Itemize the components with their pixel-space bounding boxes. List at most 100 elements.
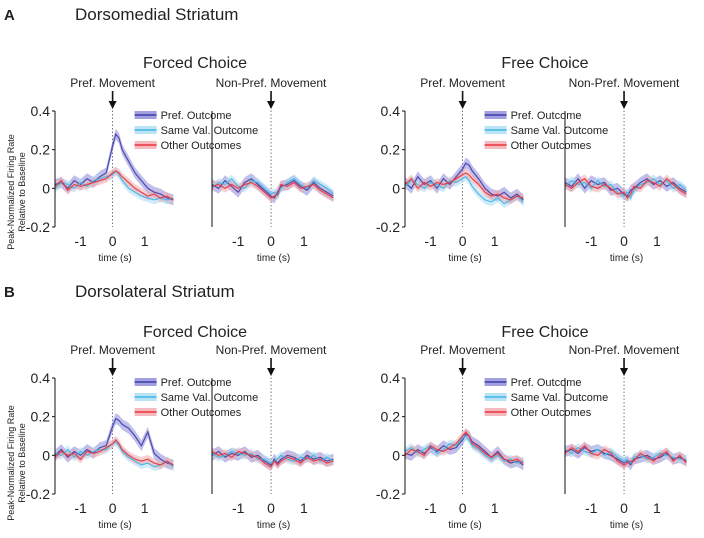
arrow-head-icon: [267, 101, 276, 109]
y-tick-label: 0: [392, 447, 400, 463]
x-axis-label: time (s): [257, 253, 290, 264]
series-line-same: [404, 435, 524, 464]
x-tick-label: -1: [424, 233, 437, 249]
arrow-head-icon: [108, 101, 117, 109]
group-title-b-free: Free Choice: [501, 324, 588, 341]
legend-label-pref: Pref. Outcome: [161, 377, 232, 389]
legend-label-same: Same Val. Outcome: [511, 392, 609, 404]
x-tick-label: 1: [491, 500, 499, 516]
x-axis-label: time (s): [448, 520, 481, 531]
series-line-pref: [211, 450, 334, 466]
panel-2: -1 0 1 time (s) Non-Pref. Movement: [211, 76, 334, 264]
legend-label-other: Other Outcomes: [161, 407, 242, 419]
series-line-other: [54, 170, 174, 201]
band-pref: [212, 173, 334, 204]
x-tick-label: -1: [232, 500, 245, 516]
y-tick-label: 0.4: [381, 370, 401, 386]
y-tick-label: 0: [392, 180, 400, 196]
y-tick-label: 0.4: [381, 103, 401, 119]
x-tick-label: 1: [300, 233, 308, 249]
band-other: [55, 166, 174, 205]
x-tick-label: 0: [109, 500, 117, 516]
arrow-head-icon: [458, 101, 467, 109]
panels-layer: 0.4 0.2 0 -0.2 -1 0 1 time (s) Pref. Movement Pre…: [26, 76, 687, 531]
y-axis-label-line1-b: Peak-Normalized Firing Rate: [6, 405, 16, 521]
group-title-a-forced: Forced Choice: [143, 55, 247, 72]
legend-label-pref: Pref. Outcome: [161, 110, 232, 122]
x-axis-label: time (s): [98, 520, 131, 531]
series-line-other: [404, 431, 524, 464]
series-line-other: [211, 181, 334, 199]
section-title-dorsomedial: Dorsomedial Striatum: [75, 5, 238, 24]
x-tick-label: 1: [300, 500, 308, 516]
band-other: [565, 441, 687, 470]
series-line-other: [404, 172, 524, 201]
movement-label: Pref. Movement: [70, 343, 155, 357]
legend-label-other: Other Outcomes: [161, 140, 242, 152]
series-line-pref: [54, 132, 174, 201]
x-tick-label: -1: [585, 500, 598, 516]
movement-label: Non-Pref. Movement: [569, 76, 680, 90]
series-line-other: [564, 177, 687, 200]
group-title-b-forced: Forced Choice: [143, 324, 247, 341]
y-tick-label: 0.2: [381, 142, 401, 158]
section-letter-b: B: [4, 284, 15, 301]
series-line-pref: [564, 177, 687, 197]
legend-label-pref: Pref. Outcome: [511, 110, 582, 122]
series-line-other: [54, 438, 174, 466]
panel-8: -1 0 1 time (s) Non-Pref. Movement: [564, 343, 687, 531]
y-tick-label: 0: [42, 447, 50, 463]
legend-label-pref: Pref. Outcome: [511, 377, 582, 389]
x-tick-label: 1: [653, 233, 661, 249]
x-axis-label: time (s): [448, 253, 481, 264]
x-axis-label: time (s): [257, 520, 290, 531]
movement-label: Pref. Movement: [420, 343, 505, 357]
x-tick-label: -1: [585, 233, 598, 249]
panel-3: 0.4 0.2 0 -0.2 -1 0 1 time (s) Pref. Movement Pre…: [376, 76, 608, 264]
legend-label-same: Same Val. Outcome: [161, 392, 259, 404]
y-tick-label: 0.4: [31, 103, 51, 119]
y-tick-label: -0.2: [26, 486, 50, 502]
y-axis-label-line2-a: Relative to Baseline: [17, 152, 27, 232]
x-tick-label: 0: [267, 500, 275, 516]
x-tick-label: 0: [620, 500, 628, 516]
y-tick-label: 0.2: [31, 409, 51, 425]
y-tick-label: -0.2: [26, 219, 50, 235]
panel-1: 0.4 0.2 0 -0.2 -1 0 1 time (s) Pref. Movement Pre…: [26, 76, 258, 264]
y-tick-label: 0: [42, 180, 50, 196]
y-axis-label-line2-b: Relative to Baseline: [17, 423, 27, 503]
x-tick-label: -1: [74, 500, 87, 516]
arrow-head-icon: [458, 368, 467, 376]
series-line-same: [564, 446, 687, 465]
y-tick-label: -0.2: [376, 486, 400, 502]
x-tick-label: -1: [424, 500, 437, 516]
x-axis-label: time (s): [610, 253, 643, 264]
movement-label: Non-Pref. Movement: [216, 76, 327, 90]
panel-4: -1 0 1 time (s) Non-Pref. Movement: [564, 76, 687, 264]
x-tick-label: 0: [620, 233, 628, 249]
movement-label: Non-Pref. Movement: [216, 343, 327, 357]
x-tick-label: 1: [141, 233, 149, 249]
x-tick-label: 0: [267, 233, 275, 249]
y-tick-label: 0.2: [381, 409, 401, 425]
legend-label-other: Other Outcomes: [511, 140, 592, 152]
series-line-other: [211, 450, 334, 468]
band-same: [565, 443, 687, 468]
legend-label-same: Same Val. Outcome: [511, 125, 609, 137]
x-tick-label: -1: [232, 233, 245, 249]
movement-label: Pref. Movement: [420, 76, 505, 90]
arrow-head-icon: [108, 368, 117, 376]
y-tick-label: -0.2: [376, 219, 400, 235]
x-axis-label: time (s): [98, 253, 131, 264]
panel-7: 0.4 0.2 0 -0.2 -1 0 1 time (s) Pref. Movement Pre…: [376, 343, 608, 531]
x-tick-label: -1: [74, 233, 87, 249]
series-line-pref: [54, 417, 174, 466]
series-line-other: [564, 444, 687, 466]
band-other: [212, 178, 334, 203]
legend-label-other: Other Outcomes: [511, 407, 592, 419]
arrow-head-icon: [620, 368, 629, 376]
y-tick-label: 0.4: [31, 370, 51, 386]
series-line-same: [404, 175, 524, 205]
legend-label-same: Same Val. Outcome: [161, 125, 259, 137]
